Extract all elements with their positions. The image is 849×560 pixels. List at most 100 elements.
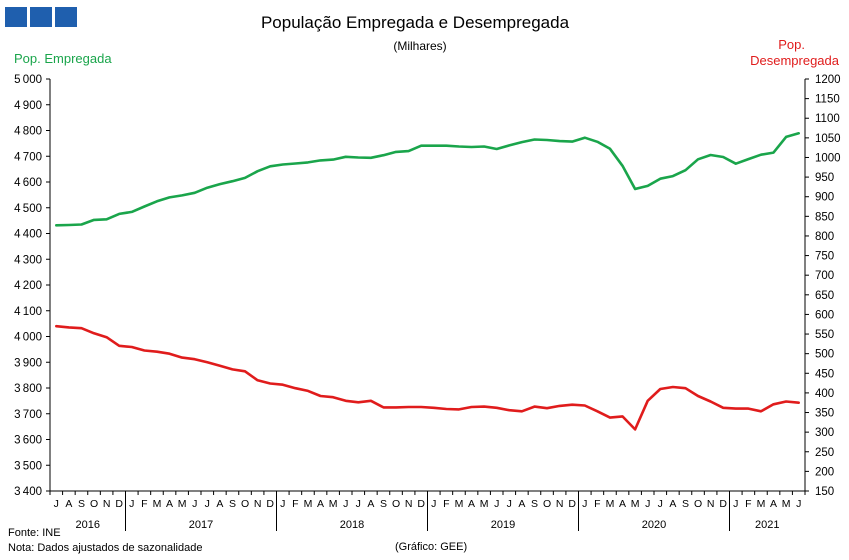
right-tick-label: 150 (815, 486, 834, 498)
right-tick-label: 600 (815, 309, 834, 321)
x-month-label: S (380, 498, 387, 510)
left-tick-label: 3 400 (14, 486, 42, 498)
x-month-label: N (707, 498, 715, 510)
left-tick-label: 4 600 (14, 177, 42, 189)
x-month-label: D (719, 498, 727, 510)
x-month-label: D (266, 498, 274, 510)
x-month-label: J (796, 498, 801, 510)
x-month-label: N (405, 498, 413, 510)
year-label: 2018 (340, 519, 364, 531)
x-month-label: M (178, 498, 187, 510)
x-month-label: M (153, 498, 162, 510)
note-text: Nota: Dados ajustados de sazonalidade (8, 542, 202, 554)
x-month-label: N (103, 498, 111, 510)
right-tick-label: 800 (815, 231, 834, 243)
x-month-label: M (782, 498, 791, 510)
year-label: 2016 (76, 519, 100, 531)
unemployed-series-line (55, 324, 800, 431)
logo-block-1 (5, 7, 27, 27)
x-month-label: M (329, 498, 338, 510)
right-tick-label: 450 (815, 368, 834, 380)
x-month-label: S (682, 498, 689, 510)
x-month-label: J (205, 498, 210, 510)
left-tick-label: 3 600 (14, 435, 42, 447)
right-tick-label: 1100 (815, 113, 840, 125)
left-tick-label: 4 800 (14, 126, 42, 138)
x-month-label: J (507, 498, 512, 510)
x-month-label: O (392, 498, 400, 510)
right-tick-label: 500 (815, 349, 834, 361)
right-tick-label: 350 (815, 408, 834, 420)
right-tick-label: 300 (815, 427, 834, 439)
left-tick-label: 3 800 (14, 383, 42, 395)
right-axis: 150 200 250 300 350 400 450 500 550 600 650 700 750 8… (804, 74, 841, 498)
x-month-label: J (645, 498, 650, 510)
left-axis-label: Pop. Empregada (14, 51, 112, 66)
right-axis-label-line1: Pop. (778, 37, 805, 52)
x-month-label: F (443, 498, 449, 510)
x-month-label: J (431, 498, 436, 510)
right-tick-label: 1200 (815, 74, 841, 86)
x-month-label: A (216, 498, 223, 510)
x-month-label: M (606, 498, 615, 510)
series-layer (55, 132, 800, 431)
x-month-label: O (241, 498, 249, 510)
x-month-label: S (531, 498, 538, 510)
x-month-label: A (770, 498, 777, 510)
x-month-label: F (141, 498, 147, 510)
chart-subtitle: (Milhares) (393, 39, 446, 53)
logo-block-3 (55, 7, 77, 27)
left-tick-label: 4 900 (14, 100, 42, 112)
right-tick-label: 650 (815, 290, 834, 302)
right-tick-label: 250 (815, 447, 834, 459)
x-month-label: D (115, 498, 123, 510)
x-month-label: J (343, 498, 348, 510)
x-month-label: N (556, 498, 564, 510)
x-month-label: M (480, 498, 489, 510)
x-month-label: F (292, 498, 298, 510)
left-tick-label: 4 200 (14, 280, 42, 292)
x-month-label: A (468, 498, 475, 510)
x-month-label: M (304, 498, 313, 510)
right-tick-label: 700 (815, 270, 834, 282)
x-month-label: J (494, 498, 499, 510)
right-tick-label: 400 (815, 388, 834, 400)
right-tick-label: 750 (815, 251, 834, 263)
year-label: 2017 (189, 519, 213, 531)
x-month-label: N (254, 498, 262, 510)
x-month-label: O (694, 498, 702, 510)
x-month-label: M (757, 498, 766, 510)
x-month-label: F (745, 498, 751, 510)
x-month-label: S (229, 498, 236, 510)
chart-title: População Empregada e Desempregada (261, 13, 570, 32)
x-month-label: J (129, 498, 134, 510)
logo-block-2 (30, 7, 52, 27)
left-tick-label: 3 900 (14, 357, 42, 369)
right-tick-label: 200 (815, 466, 834, 478)
source-text: Fonte: INE (8, 527, 61, 539)
x-month-label: D (568, 498, 576, 510)
year-label: 2019 (491, 519, 515, 531)
x-month-label: M (455, 498, 464, 510)
left-tick-label: 4 300 (14, 254, 42, 266)
left-tick-label: 4 700 (14, 151, 42, 163)
x-month-label: J (192, 498, 197, 510)
x-month-label: S (78, 498, 85, 510)
right-tick-label: 1050 (815, 133, 841, 145)
right-tick-label: 850 (815, 211, 834, 223)
year-label: 2020 (642, 519, 666, 531)
left-tick-label: 4 100 (14, 306, 42, 318)
left-tick-label: 4 500 (14, 203, 42, 215)
x-month-label: A (518, 498, 525, 510)
x-month-label: J (658, 498, 663, 510)
x-month-label: F (594, 498, 600, 510)
logo (5, 7, 77, 27)
left-tick-label: 5 000 (14, 74, 42, 86)
x-month-label: A (317, 498, 324, 510)
left-tick-label: 3 700 (14, 409, 42, 421)
x-month-label: A (166, 498, 173, 510)
x-month-label: A (669, 498, 676, 510)
right-tick-label: 900 (815, 192, 834, 204)
